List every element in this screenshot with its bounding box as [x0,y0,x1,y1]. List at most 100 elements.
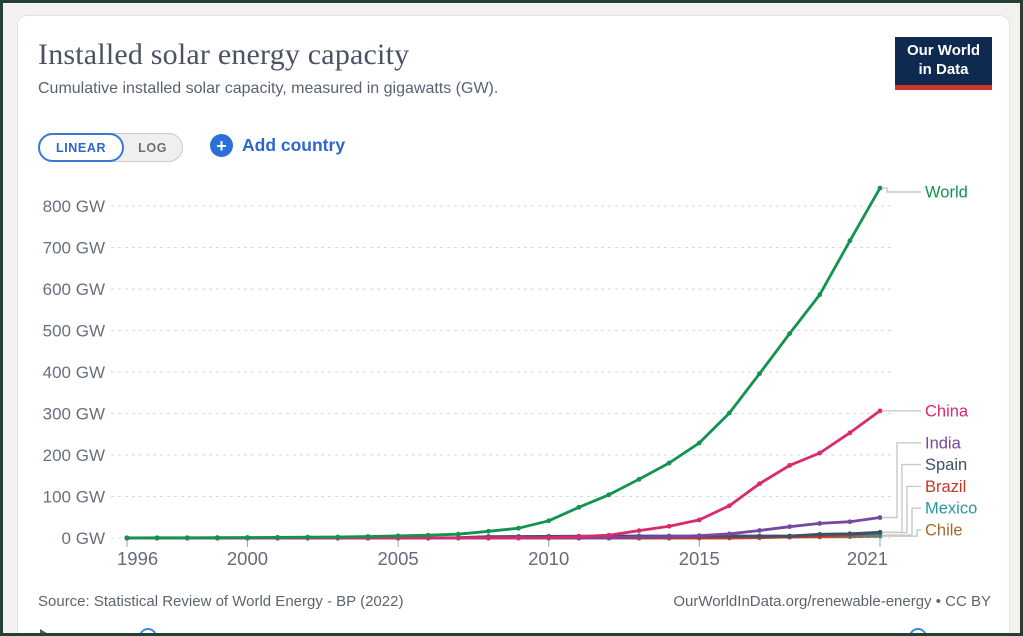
data-point-china[interactable] [576,534,582,540]
y-axis-tick-label: 600 GW [43,280,105,299]
data-point-world[interactable] [245,535,250,540]
data-point-world[interactable] [184,535,190,541]
data-point-world[interactable] [335,534,341,540]
x-axis-tick-label: 2005 [378,548,419,569]
data-point-world[interactable] [847,238,853,244]
data-point-world[interactable] [787,331,793,336]
data-point-china[interactable] [516,535,521,541]
data-point-india[interactable] [636,534,642,540]
data-point-world[interactable] [696,440,702,446]
data-point-china[interactable] [666,523,672,529]
label-connector [883,507,921,536]
data-point-spain[interactable] [877,529,883,535]
series-label-world[interactable]: World [925,184,968,202]
timeline-play-icon[interactable] [40,629,50,633]
y-axis-tick-label: 200 GW [43,446,105,465]
data-point-world[interactable] [727,410,732,416]
data-point-india[interactable] [757,528,762,533]
data-point-world[interactable] [275,534,280,540]
data-point-china[interactable] [636,528,642,534]
series-label-china[interactable]: China [925,402,969,420]
data-point-china[interactable] [455,535,461,541]
data-point-spain[interactable] [847,531,853,537]
data-point-world[interactable] [486,528,491,534]
data-point-world[interactable] [576,504,582,510]
data-point-world[interactable] [214,535,220,541]
add-country-button[interactable]: + Add country [210,134,345,157]
data-point-world[interactable] [516,525,521,531]
x-axis-tick-label: 2010 [528,548,569,569]
data-point-world[interactable] [636,476,642,482]
data-point-india[interactable] [696,533,702,539]
canonical-link[interactable]: OurWorldInData.org/renewable-energy • CC… [673,593,991,610]
x-axis-tick-label: 2021 [847,548,888,569]
data-point-spain[interactable] [817,531,823,537]
data-point-world[interactable] [455,531,461,537]
data-point-world[interactable] [365,534,371,539]
data-point-world[interactable] [606,492,612,498]
series-label-mexico[interactable]: Mexico [925,500,977,518]
label-connector [883,187,921,193]
data-point-india[interactable] [787,524,793,530]
y-axis-tick-label: 300 GW [43,405,105,424]
data-point-world[interactable] [154,535,160,541]
x-axis-tick-label: 1996 [117,548,158,569]
data-point-world[interactable] [546,518,552,524]
data-point-china[interactable] [606,532,612,538]
series-label-india[interactable]: India [925,434,962,452]
data-point-china[interactable] [847,430,853,436]
y-axis-tick-label: 500 GW [43,322,105,341]
data-point-world[interactable] [666,460,672,466]
data-point-india[interactable] [847,519,853,525]
data-point-china[interactable] [757,481,762,487]
data-point-world[interactable] [124,535,130,541]
source-note: Source: Statistical Review of World Ener… [38,593,404,610]
data-point-china[interactable] [486,535,491,541]
linear-scale-button[interactable]: LINEAR [38,133,125,162]
y-axis-tick-label: 400 GW [43,363,105,382]
series-label-brazil[interactable]: Brazil [925,478,966,496]
timeline-end-handle[interactable] [909,628,927,633]
label-connector [883,442,921,519]
data-point-china[interactable] [787,462,793,468]
series-line-china[interactable] [125,409,882,540]
label-connector [883,485,921,534]
data-point-india[interactable] [817,521,823,526]
y-axis-tick-label: 100 GW [43,488,105,507]
data-point-china[interactable] [696,517,702,523]
y-axis-tick-label: 700 GW [43,239,105,258]
series-line-world[interactable] [125,186,882,540]
data-point-world[interactable] [877,185,883,191]
add-country-label: Add country [242,135,346,155]
data-point-india[interactable] [877,515,883,520]
data-point-china[interactable] [727,503,732,509]
line-chart[interactable]: 0 GW 100 GW 200 GW 300 GW 400 GW 500 GW 600 GW… [18,166,1010,578]
data-point-world[interactable] [425,532,431,538]
data-point-india[interactable] [727,531,732,537]
log-scale-button[interactable]: LOG [123,134,182,161]
chart-subtitle: Cumulative installed solar capacity, mea… [38,80,499,97]
data-point-china[interactable] [817,450,823,456]
data-point-world[interactable] [395,533,401,539]
y-axis-tick-label: 800 GW [43,197,105,216]
data-point-world[interactable] [817,292,823,298]
data-point-spain[interactable] [757,533,762,539]
data-point-india[interactable] [666,534,672,540]
data-point-world[interactable] [305,534,311,540]
data-point-spain[interactable] [787,533,793,539]
x-axis-tick-label: 2015 [679,548,720,569]
label-connector [883,463,921,533]
x-axis-tick-label: 2000 [227,548,268,569]
series-label-spain[interactable]: Spain [925,456,967,474]
chart-footer: Source: Statistical Review of World Ener… [38,593,991,610]
y-axis-tick-label: 0 GW [62,529,105,548]
data-point-china[interactable] [877,408,883,414]
data-point-world[interactable] [757,371,762,377]
data-point-china[interactable] [546,535,552,540]
scale-toggle: LINEAR LOG [38,133,184,162]
label-connector [883,529,921,537]
series-label-chile[interactable]: Chile [925,522,963,540]
chart-card: Installed solar energy capacity Cumulati… [17,15,1010,633]
timeline-start-handle[interactable] [139,628,157,633]
